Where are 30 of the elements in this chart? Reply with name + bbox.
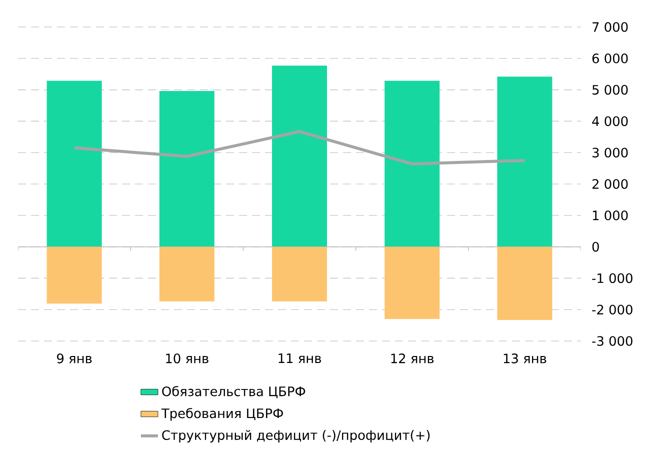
bar: [384, 246, 440, 320]
y-tick-label: 2 000: [592, 179, 628, 189]
bar: [46, 80, 102, 247]
bar: [272, 246, 328, 302]
y-tick-label: 1 000: [592, 210, 628, 220]
y-tick-label: -1 000: [592, 273, 632, 284]
legend-label: Требования ЦБРФ: [161, 408, 283, 421]
line-series: [72, 130, 526, 166]
x-tick-label: 10 янв: [166, 354, 208, 364]
legend-label: Обязательства ЦБРФ: [162, 386, 306, 398]
bar: [46, 246, 102, 304]
y-tick-label: 5 000: [592, 84, 628, 95]
bar: [384, 80, 440, 247]
y-tick-label: 6 000: [592, 54, 628, 64]
y-tick-label: 0: [592, 242, 599, 252]
bar: [159, 91, 214, 247]
x-tick-label: 13 янв: [504, 354, 546, 364]
bar: [272, 66, 328, 247]
legend-label: Структурный дефицит (-)/профицит(+): [162, 430, 430, 443]
bar: [497, 246, 552, 320]
y-tick-label: 4 000: [592, 116, 628, 126]
y-tick-label: 7 000: [592, 22, 628, 32]
y-tick-label: 3 000: [592, 148, 628, 158]
y-tick-label: -2 000: [592, 304, 632, 314]
x-tick-label: 12 янв: [391, 354, 434, 364]
bar: [159, 246, 214, 302]
y-tick-label: -3 000: [592, 336, 632, 346]
bar: [497, 76, 552, 247]
x-tick-label: 9 янв: [56, 354, 92, 364]
x-tick-label: 11 янв: [278, 354, 321, 363]
